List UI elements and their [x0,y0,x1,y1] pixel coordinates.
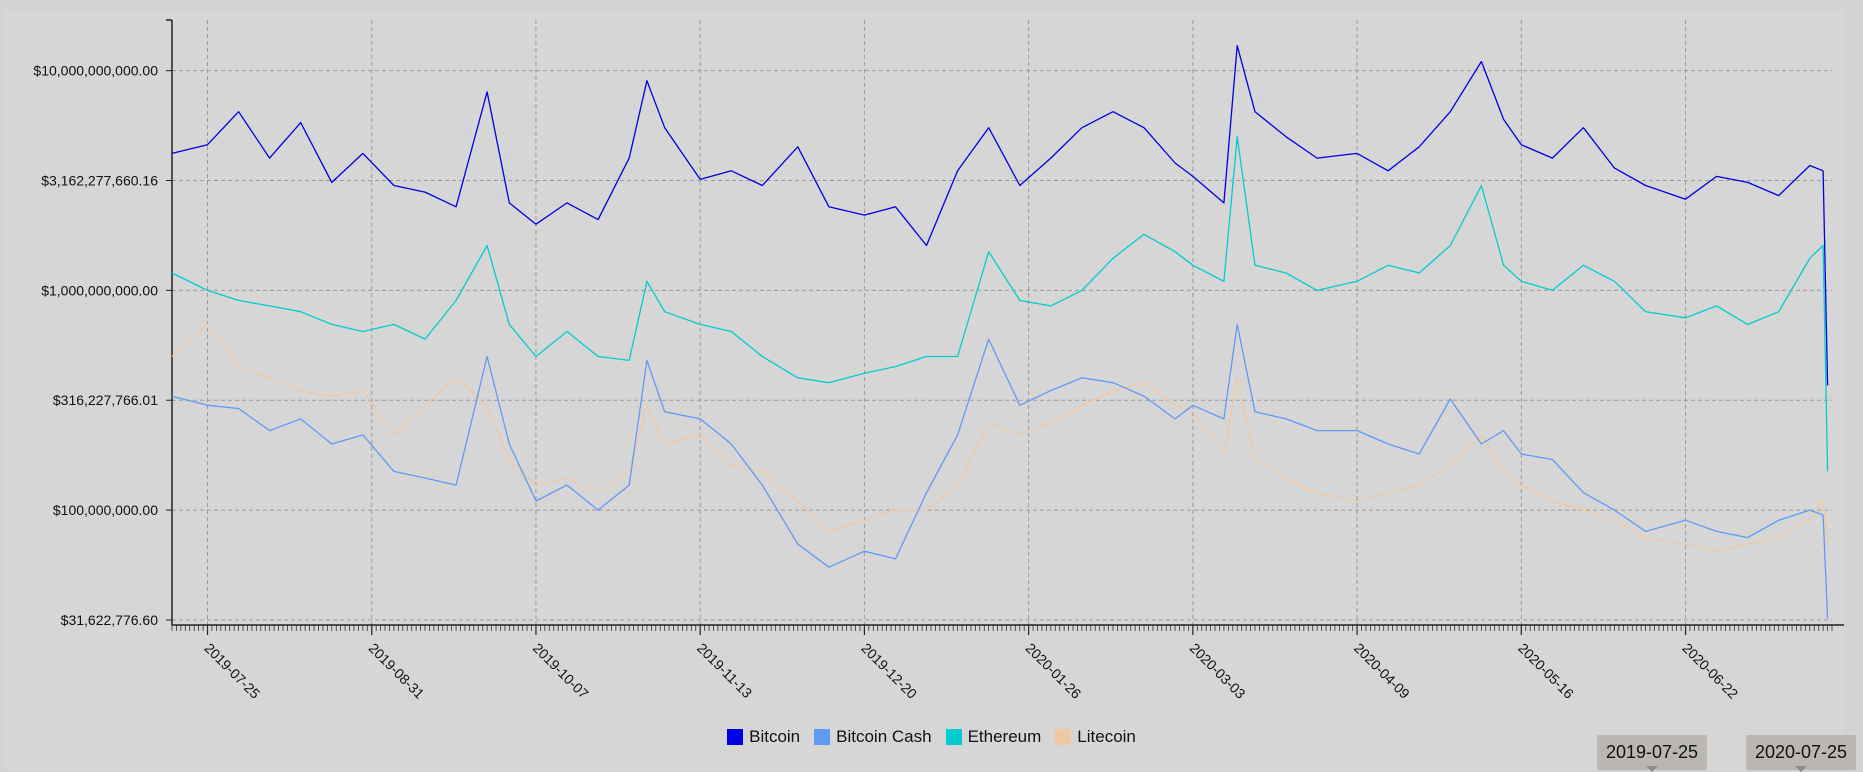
x-tick-label: 2020-06-22 [1679,640,1741,702]
legend-label-bitcoin-cash: Bitcoin Cash [836,727,932,746]
chart-panel [5,10,1845,770]
x-tick-label: 2020-03-03 [1187,640,1249,702]
x-minor-ticks [171,625,1833,631]
x-tick-label: 2020-04-09 [1351,640,1413,702]
legend-swatch-bitcoin-cash [814,729,831,745]
series-line-bitcoin [171,44,1829,386]
legend-item-ethereum[interactable]: Ethereum [945,727,1042,747]
y-tick-label: $31,622,776.60 [61,612,159,628]
legend-item-litecoin[interactable]: Litecoin [1055,727,1136,747]
grid [172,20,1832,625]
series-lines [171,44,1829,619]
legend-swatch-litecoin [1055,729,1072,745]
x-tick-label: 2020-01-26 [1023,640,1085,702]
legend-label-litecoin: Litecoin [1077,727,1136,746]
legend-swatch-bitcoin [727,729,744,745]
series-line-litecoin [171,323,1829,552]
range-start-handle[interactable]: 2019-07-25 [1597,735,1707,772]
series-line-bitcoin-cash [171,323,1829,619]
legend: Bitcoin Bitcoin Cash Ethereum Litecoin [0,727,1863,747]
legend-swatch-ethereum [945,729,962,745]
legend-label-bitcoin: Bitcoin [749,727,801,746]
legend-item-bitcoin[interactable]: Bitcoin [727,727,800,747]
x-tick-label: 2019-12-20 [858,640,920,702]
legend-item-bitcoin-cash[interactable]: Bitcoin Cash [814,727,932,747]
x-tick-label: 2019-08-31 [366,640,428,702]
x-tick-label: 2020-05-16 [1515,640,1577,702]
y-tick-label: $316,227,766.01 [53,392,158,408]
y-tick-label: $1,000,000,000.00 [41,282,158,298]
legend-label-ethereum: Ethereum [967,727,1042,746]
y-tick-label: $10,000,000,000.00 [33,63,158,79]
x-tick-label: 2019-11-13 [694,640,755,701]
series-line-ethereum [171,136,1829,472]
axes: $31,622,776.60 $100,000,000.00 $316,227,76… [33,19,1844,702]
x-tick-label: 2019-07-25 [201,640,263,702]
y-tick-label: $100,000,000.00 [53,502,158,518]
range-end-handle[interactable]: 2020-07-25 [1746,735,1856,772]
y-tick-label: $3,162,277,660.16 [41,173,158,189]
x-tick-label: 2019-10-07 [530,640,592,702]
